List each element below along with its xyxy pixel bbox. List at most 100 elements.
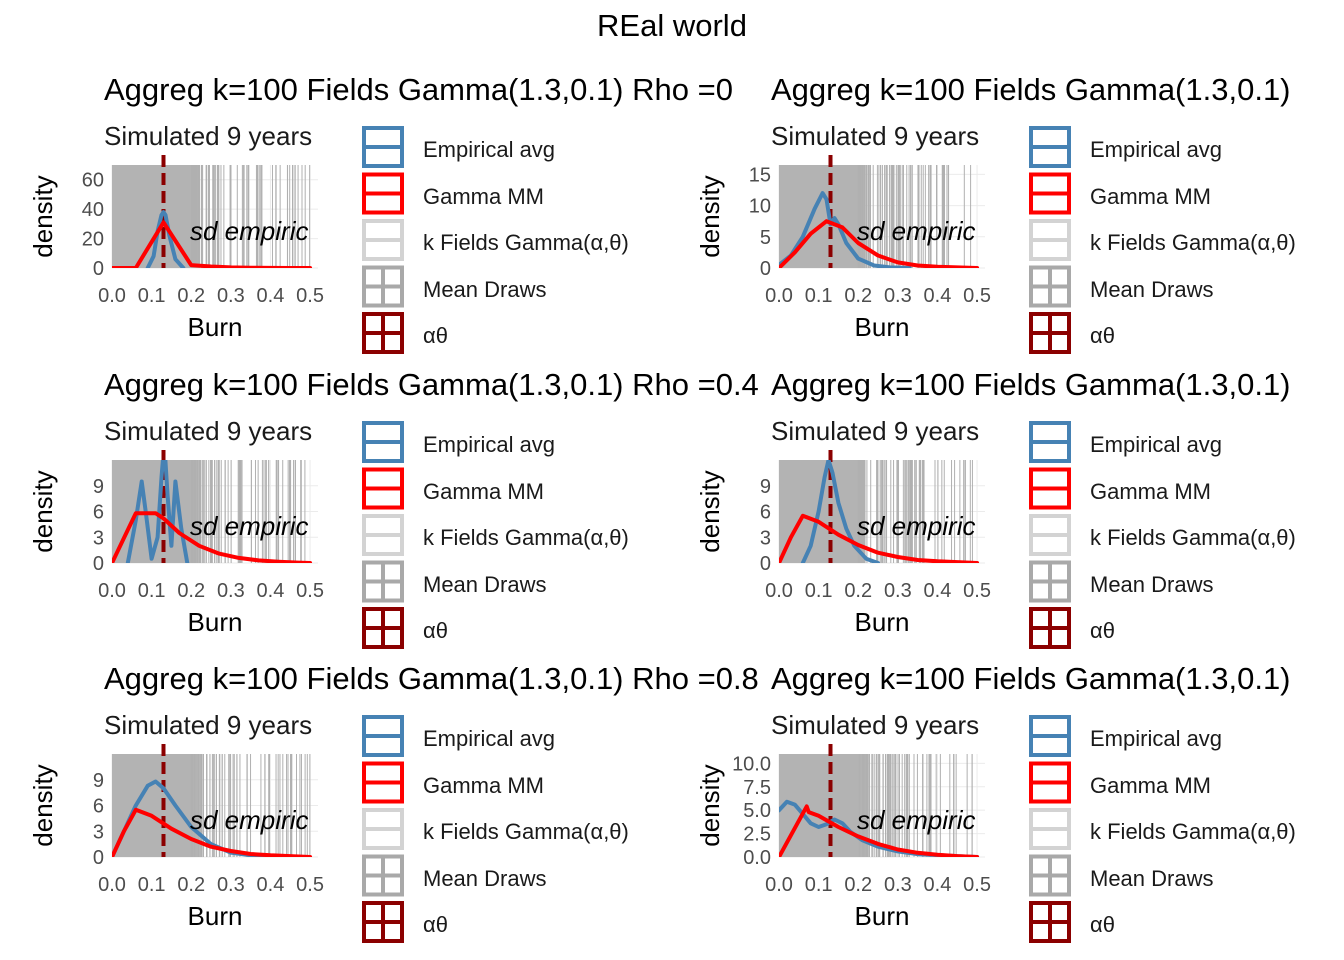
legend-label: αθ — [423, 912, 448, 937]
legend-label: Gamma MM — [423, 183, 544, 209]
x-tick-label: 0.4 — [924, 580, 952, 602]
panel-subtitle: Simulated 9 years — [104, 121, 313, 151]
panel-title: Aggreg k=100 Fields Gamma(1.3,0.1) Rho =… — [104, 72, 733, 107]
legend-label: Gamma MM — [1090, 183, 1211, 209]
panel-title: Aggreg k=100 Fields Gamma(1.3,0.1) Rho =… — [104, 661, 759, 696]
x-tick-label: 0.0 — [98, 285, 126, 307]
x-tick-label: 0.5 — [963, 285, 991, 307]
panel-subtitle: Simulated 9 years — [771, 416, 980, 446]
legend-label: k Fields Gamma(α,θ) — [1090, 819, 1296, 844]
density-chart-panel: sd empiric 0 3 6 9 0.0 0.1 0.2 0.3 0.4 0.5 Burn dens… — [28, 715, 404, 943]
legend-key — [1029, 715, 1071, 757]
legend-key — [362, 854, 404, 897]
legend-key — [1029, 607, 1071, 649]
panel-subtitle: Simulated 9 years — [771, 710, 980, 740]
x-tick-label: 0.1 — [138, 874, 166, 896]
y-tick-label: 10.0 — [732, 753, 771, 775]
y-axis-label: density — [28, 470, 58, 552]
legend-label: Empirical avg — [423, 726, 556, 751]
x-tick-label: 0.4 — [924, 874, 952, 896]
legend-key — [362, 715, 404, 757]
legend-label: Empirical avg — [1090, 137, 1223, 162]
figure-suptitle: REal world — [597, 8, 747, 43]
legend-key — [362, 312, 404, 354]
x-tick-label: 0.5 — [963, 874, 991, 896]
x-tick-label: 0.5 — [296, 285, 324, 307]
legend-label: k Fields Gamma(α,θ) — [1090, 230, 1296, 255]
y-tick-label: 3 — [93, 527, 104, 549]
x-axis-label: Burn — [188, 607, 243, 637]
legend-label: αθ — [423, 618, 448, 643]
mean-draws-band — [779, 754, 973, 857]
legend-label: Mean Draws — [423, 865, 547, 891]
legend-label: αθ — [1090, 323, 1115, 348]
legend-label: αθ — [1090, 618, 1115, 643]
legend-key — [362, 219, 404, 261]
x-tick-label: 0.0 — [98, 874, 126, 896]
legend-label: Gamma MM — [423, 772, 544, 798]
legend-key — [1029, 265, 1071, 308]
legend-label: Mean Draws — [423, 571, 547, 597]
legend-label: Mean Draws — [1090, 571, 1214, 597]
y-tick-label: 10 — [749, 196, 771, 218]
y-tick-label: 0.0 — [743, 847, 771, 869]
y-tick-label: 15 — [749, 164, 771, 186]
y-axis-label: density — [28, 175, 58, 257]
legend-key — [362, 514, 404, 556]
series-line-gamma-mm — [779, 804, 980, 857]
x-tick-label: 0.3 — [217, 285, 245, 307]
legend-key — [362, 467, 404, 510]
legend-key — [1029, 761, 1071, 804]
y-tick-label: 5 — [760, 227, 771, 249]
x-tick-label: 0.2 — [844, 874, 872, 896]
legend-label: Mean Draws — [423, 276, 547, 302]
legend-label: αθ — [423, 323, 448, 348]
x-axis-label: Burn — [188, 312, 243, 342]
legend-key — [1029, 219, 1071, 261]
x-tick-label: 0.2 — [177, 580, 205, 602]
x-tick-label: 0.3 — [217, 874, 245, 896]
series-line-gamma-mm — [779, 219, 980, 268]
legend-key — [1029, 808, 1071, 850]
x-tick-label: 0.4 — [257, 285, 285, 307]
panel-title: Aggreg k=100 Fields Gamma(1.3,0.1) — [771, 72, 1291, 107]
mean-draws-band — [112, 754, 311, 857]
legend-label: k Fields Gamma(α,θ) — [1090, 525, 1296, 550]
x-axis-label: Burn — [855, 312, 910, 342]
y-tick-label: 3 — [760, 527, 771, 549]
legend-key — [1029, 560, 1071, 603]
legend-key — [1029, 172, 1071, 215]
x-tick-label: 0.2 — [177, 874, 205, 896]
x-axis-label: Burn — [188, 901, 243, 931]
y-tick-label: 0 — [93, 258, 104, 280]
x-tick-label: 0.3 — [884, 874, 912, 896]
sd-annotation: sd empiric — [190, 805, 308, 835]
x-tick-label: 0.2 — [844, 580, 872, 602]
x-tick-label: 0.1 — [805, 874, 833, 896]
x-tick-label: 0.4 — [924, 285, 952, 307]
x-tick-label: 0.0 — [98, 580, 126, 602]
y-axis-label: density — [28, 764, 58, 846]
panel-title: Aggreg k=100 Fields Gamma(1.3,0.1) — [771, 367, 1291, 402]
x-tick-label: 0.5 — [963, 580, 991, 602]
legend-key — [362, 421, 404, 463]
legend-key — [1029, 126, 1071, 168]
series-line-empirical-avg — [779, 191, 912, 268]
legend-label: Empirical avg — [423, 432, 556, 457]
x-tick-label: 0.5 — [296, 874, 324, 896]
panel-title: Aggreg k=100 Fields Gamma(1.3,0.1) — [771, 661, 1291, 696]
legend-key — [362, 560, 404, 603]
series-line-gamma-mm — [112, 511, 313, 563]
y-axis-label: density — [695, 175, 725, 257]
mean-draws-dense — [112, 754, 199, 857]
x-tick-label: 0.4 — [257, 874, 285, 896]
legend-label: Empirical avg — [423, 137, 556, 162]
x-tick-label: 0.0 — [765, 874, 793, 896]
legend-key — [362, 172, 404, 215]
legend-label: Gamma MM — [423, 478, 544, 504]
x-tick-label: 0.1 — [805, 285, 833, 307]
density-chart-panel: sd empiric 0 3 6 9 0.0 0.1 0.2 0.3 0.4 0.5 Burn dens… — [695, 421, 1071, 649]
legend-key — [1029, 854, 1071, 897]
